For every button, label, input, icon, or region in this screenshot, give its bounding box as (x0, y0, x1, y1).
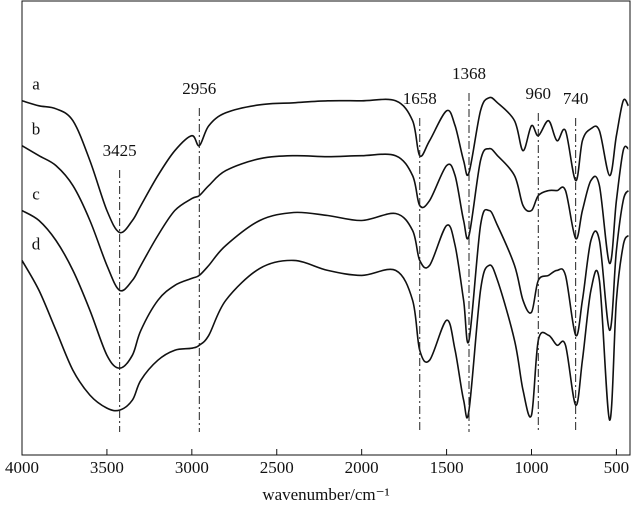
x-axis-label: wavenumber/cm⁻¹ (262, 485, 389, 504)
x-tick-label: 1500 (430, 458, 464, 477)
series-label: c (32, 184, 40, 203)
series-label: a (32, 75, 40, 94)
annotation-label: 3425 (103, 141, 137, 160)
x-tick-label: 3000 (175, 458, 209, 477)
annotation-label: 740 (563, 89, 589, 108)
series-label: d (32, 234, 41, 253)
x-tick-label: 4000 (5, 458, 39, 477)
annotation-label: 2956 (182, 79, 216, 98)
spectrum-line (21, 96, 630, 234)
spectrum-line (21, 234, 630, 421)
annotation-label: 960 (526, 84, 552, 103)
plot-frame (21, 0, 631, 456)
x-tick-label: 500 (604, 458, 630, 477)
x-tick-label: 2500 (260, 458, 294, 477)
annotation-label: 1368 (452, 64, 486, 83)
annotation-label: 1658 (403, 89, 437, 108)
spectrum-line (21, 190, 630, 370)
x-tick-label: 3500 (90, 458, 124, 477)
spectrum-line (21, 144, 630, 292)
series-label: b (32, 120, 41, 139)
x-tick-label: 1000 (514, 458, 548, 477)
x-tick-label: 2000 (345, 458, 379, 477)
